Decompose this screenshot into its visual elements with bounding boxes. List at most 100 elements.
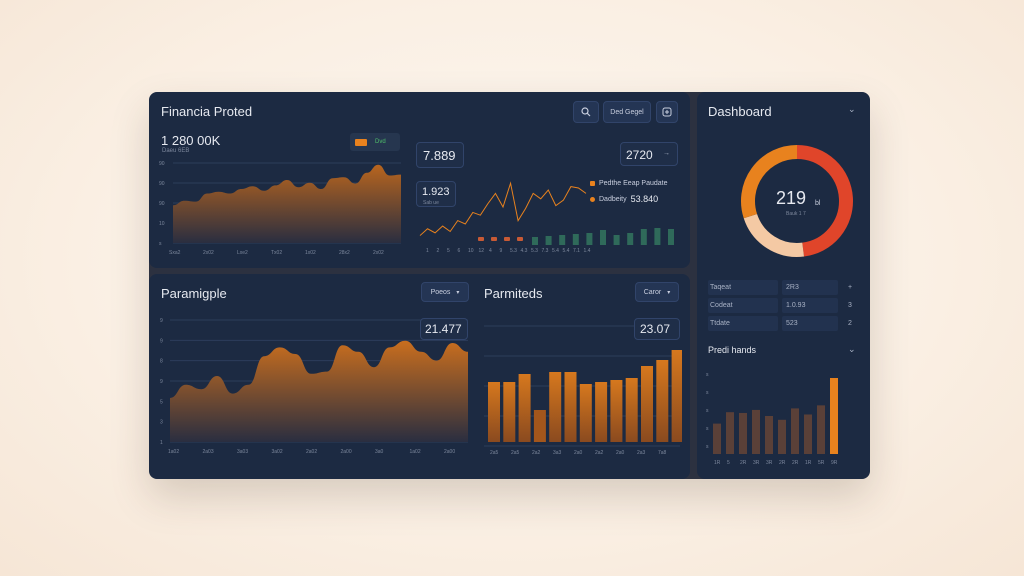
table-row[interactable]: Ttdate 523 2 [708, 316, 858, 331]
search-field[interactable]: Ded Gegel [603, 101, 651, 123]
bar [532, 237, 538, 245]
metric-value-b: 1.923 [422, 186, 450, 198]
x-tick-label: 3a02 [272, 449, 283, 455]
y-tick-label: s [706, 444, 709, 450]
main-value-sub: Daeu 6EB [162, 148, 190, 154]
y-tick-label: 9 [160, 318, 163, 324]
y-tick-label: 10 [159, 221, 165, 227]
donut-slice [796, 145, 853, 257]
x-tick-label: 5 [727, 460, 730, 466]
left-value-box [420, 318, 468, 340]
x-tick-label: 5.3 [510, 248, 517, 254]
side-title: Dashboard [708, 104, 772, 119]
y-tick-label: 3 [160, 420, 163, 426]
x-tick-label: 1x02 [305, 250, 316, 256]
bar [791, 408, 799, 454]
legend-item-1: Pedthe Eeap Paudate [590, 180, 668, 187]
metric-value-right: 2720 [626, 148, 653, 162]
search-button[interactable] [573, 101, 599, 123]
bar [478, 237, 484, 241]
x-tick-label: 2x02 [373, 250, 384, 256]
x-tick-label: 5 [447, 248, 450, 254]
legend-dot [590, 196, 595, 202]
metric-value-a: 7.889 [423, 148, 456, 163]
x-tick-label: 2a5 [511, 450, 520, 456]
x-tick-label: 2a2 [532, 450, 541, 456]
metric-box-b [416, 181, 456, 207]
section-title: Predi hands [708, 345, 757, 355]
chevron-down-icon: ▾ [667, 289, 671, 296]
donut-chart [741, 145, 853, 257]
bar [549, 372, 562, 442]
metric-value-b-sub: Sab ue [423, 200, 439, 206]
x-tick-label: 3a0 [375, 449, 384, 455]
bar [654, 228, 661, 245]
bar [559, 235, 566, 245]
right-section-title: Parmiteds [484, 286, 543, 301]
y-tick-label: 1 [160, 440, 163, 446]
bar [671, 350, 682, 442]
x-tick-label: 6 [458, 248, 461, 254]
side-bar-chart: s s s s s 1R 5 2R 3R 3R 2R 2R 1R 5R 9R [706, 372, 838, 466]
legend-swatch [355, 138, 367, 146]
bar [564, 372, 577, 442]
right-dropdown-label: Caror [643, 288, 662, 296]
bar [518, 374, 531, 442]
right-dropdown[interactable]: Caror ▾ [635, 282, 679, 302]
bar [517, 237, 523, 241]
donut-sub: Bauk 1 7 [786, 211, 806, 217]
parameters-area [170, 340, 468, 442]
export-button[interactable] [656, 101, 678, 123]
donut-value: 219 [776, 188, 807, 208]
x-tick-label: 4 [489, 248, 492, 254]
x-tick-label: Tx02 [271, 250, 282, 256]
right-value: 23.07 [640, 322, 671, 336]
legend-dot [590, 181, 595, 186]
x-tick-label: 5R [818, 460, 825, 466]
y-tick-label: 8 [160, 359, 163, 365]
x-tick-label: Sxa2 [169, 250, 181, 256]
legend-badge: Dvd [350, 133, 400, 151]
parameters-bar-chart: 2a5 2a5 2a2 3a3 2a0 2a2 2a0 2a3 7a8 [484, 325, 682, 456]
x-tick-label: 28x2 [339, 250, 350, 256]
main-value: 1 280 00K [161, 133, 221, 148]
trend-line [419, 181, 587, 236]
chevron-down-icon[interactable]: ⌄ [848, 104, 856, 114]
bar [641, 366, 653, 442]
x-tick-label: 7a8 [658, 450, 667, 456]
left-dropdown[interactable]: Poeos ▾ [421, 282, 469, 302]
table-row[interactable]: Taqeat 2R3 + [708, 280, 858, 295]
row-action[interactable]: 2 [848, 320, 852, 327]
bar [503, 382, 516, 442]
x-tick-label: 2x02 [203, 250, 214, 256]
trend-line-bar-chart: 1 2 5 6 10 12 4 9 5.3 4.3 5.3 7.3 5.4 5.4 7.1 1.4 [419, 181, 674, 254]
y-tick-label: 90 [159, 161, 165, 167]
x-tick-label: 2a00 [341, 449, 352, 455]
bar [817, 405, 825, 454]
x-tick-label: 3a3 [553, 450, 562, 456]
row-action[interactable]: + [847, 284, 853, 291]
y-tick-label: 9 [160, 338, 163, 344]
legend-badge-label: Dvd [375, 139, 386, 145]
arrow-right-icon[interactable]: → [663, 150, 670, 157]
row-action[interactable]: 3 [848, 302, 852, 309]
bar [586, 233, 593, 245]
bar [656, 360, 669, 442]
chevron-down-icon[interactable]: ⌄ [848, 344, 856, 354]
bar [600, 230, 606, 245]
bar [739, 412, 747, 454]
left-section-title: Paramigple [161, 286, 227, 301]
x-tick-label: 2R [779, 460, 786, 466]
bar [668, 229, 674, 245]
x-tick-label: 5.4 [552, 248, 559, 254]
x-tick-label: 1R [805, 460, 812, 466]
donut-slice [741, 145, 798, 219]
table-row[interactable]: Codeat 1.0.93 3 [708, 298, 858, 313]
x-tick-label: Lxe2 [237, 250, 248, 256]
bar [830, 378, 838, 454]
legend-item-2-value: 53.840 [630, 194, 659, 204]
revenue-area [173, 164, 401, 243]
x-tick-label: 1a02 [168, 449, 179, 455]
parameters-area-chart: 9 9 8 9 5 3 1 1a02 2a03 3a03 3a02 2a02 2a00 3a0 1a02 2a… [160, 318, 468, 455]
bar [610, 380, 623, 442]
